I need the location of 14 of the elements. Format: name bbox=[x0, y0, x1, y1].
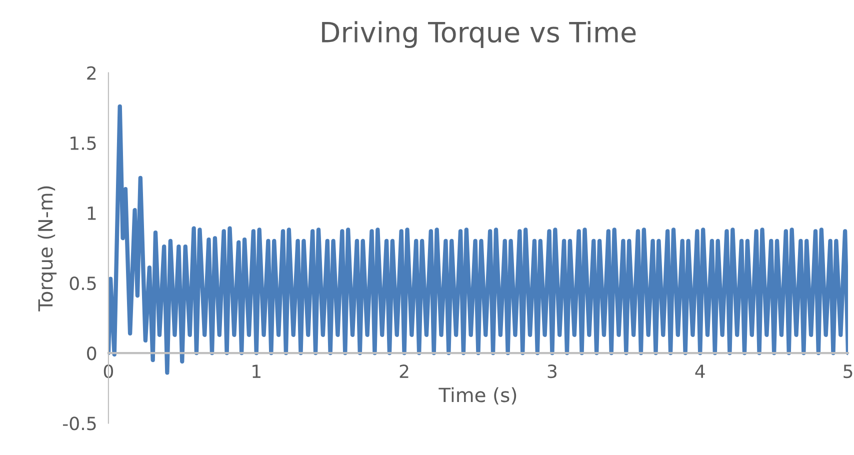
x-tick-label: 3 bbox=[548, 364, 556, 378]
y-tick-label: 1 bbox=[88, 206, 96, 220]
y-tick-label: 0.5 bbox=[70, 276, 96, 290]
x-tick-label: 2 bbox=[400, 364, 408, 378]
x-tick-label: 4 bbox=[695, 364, 705, 378]
y-tick-label: 2 bbox=[87, 66, 96, 80]
y-tick-label: 1.5 bbox=[70, 136, 96, 150]
chart-title: Driving Torque vs Time bbox=[322, 21, 636, 48]
y-tick-label: 0 bbox=[87, 346, 96, 360]
y-axis-title: Torque (N-m) bbox=[38, 186, 57, 312]
x-axis-title: Time (s) bbox=[438, 387, 516, 405]
x-tick-label: 5 bbox=[844, 364, 852, 378]
x-tick-label: 1 bbox=[252, 364, 260, 378]
y-tick-label: -0.5 bbox=[63, 416, 96, 430]
